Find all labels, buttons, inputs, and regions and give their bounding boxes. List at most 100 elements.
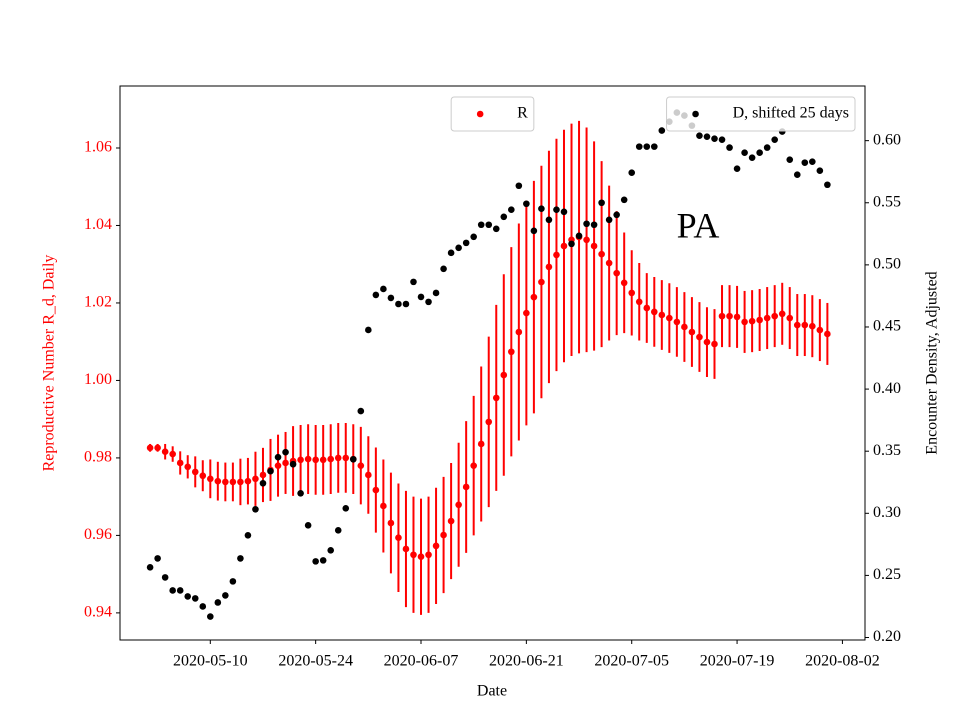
point [327,455,335,463]
point [801,321,809,329]
point [334,527,342,534]
y-tick-label: 1.02 [84,294,112,311]
y-tick-label: 1.06 [84,139,112,156]
point [643,143,651,150]
point [733,313,741,321]
point [191,595,199,602]
point [304,522,312,529]
point [492,394,500,402]
point [598,250,605,258]
point [515,182,523,190]
point [237,478,244,486]
x-axis-label: Date [477,683,507,700]
point [485,221,493,229]
point [169,450,176,458]
point [282,459,289,467]
y2-tick-label: 0.25 [873,566,901,583]
point [417,293,425,301]
point [161,448,169,456]
point [380,285,387,293]
point [613,211,620,219]
point [319,557,327,564]
x-tick-label: 2020-07-19 [700,653,775,670]
point [590,221,598,229]
point [711,340,718,348]
point [583,220,590,228]
point [410,551,417,559]
point [455,501,462,509]
point [658,311,666,319]
point [635,143,643,150]
point [793,171,801,178]
point [748,154,756,161]
point [380,502,387,510]
point [222,592,229,599]
point [613,269,620,277]
legend-box [666,96,856,132]
point [485,418,493,426]
legend-marker [692,110,699,118]
x-tick-label: 2020-07-05 [594,653,669,670]
point [801,159,809,166]
point [387,519,395,527]
point [771,136,778,143]
annotation: PA [677,205,720,245]
point [553,206,560,214]
y2-tick-label: 0.35 [873,442,901,459]
point [560,208,568,216]
point [824,330,831,338]
legend: R [450,96,535,132]
point [289,460,297,468]
point [530,227,538,235]
point [244,477,252,485]
point [207,613,214,620]
point [673,318,681,326]
point [809,322,816,330]
point [214,599,222,606]
point [492,225,500,233]
x-tick-label: 2020-05-24 [278,653,353,670]
point [696,333,703,341]
point [312,456,319,464]
x-tick-label: 2020-06-07 [384,653,459,670]
point [786,314,794,322]
point [154,555,161,562]
point [748,317,756,325]
series [146,120,831,615]
point [650,308,658,316]
point [191,468,199,476]
point [778,310,786,318]
y2-tick-label: 0.30 [873,504,901,521]
point [395,534,402,542]
point [703,133,711,140]
point [590,242,598,250]
point [282,448,289,456]
point [809,158,816,165]
y2-tick-label: 0.45 [873,318,901,335]
series [146,109,831,620]
y2-tick-label: 0.50 [873,256,901,273]
point [470,233,477,241]
point [545,216,553,224]
point [741,149,748,157]
point [462,483,470,491]
y2-tick-label: 0.60 [873,131,901,148]
point [432,289,440,297]
legend-label: R [517,105,528,122]
point [643,304,651,312]
point [365,471,372,479]
point [605,216,613,224]
y2-tick-label: 0.20 [873,628,901,645]
point [425,298,432,306]
point [726,144,733,151]
x-tick-label: 2020-06-21 [489,653,564,670]
point [538,205,545,213]
point [583,236,590,244]
point [756,149,763,157]
plot-frame [119,85,866,641]
point [733,165,741,173]
point [334,454,342,462]
point [508,348,515,356]
point [447,249,455,257]
point [274,462,282,469]
